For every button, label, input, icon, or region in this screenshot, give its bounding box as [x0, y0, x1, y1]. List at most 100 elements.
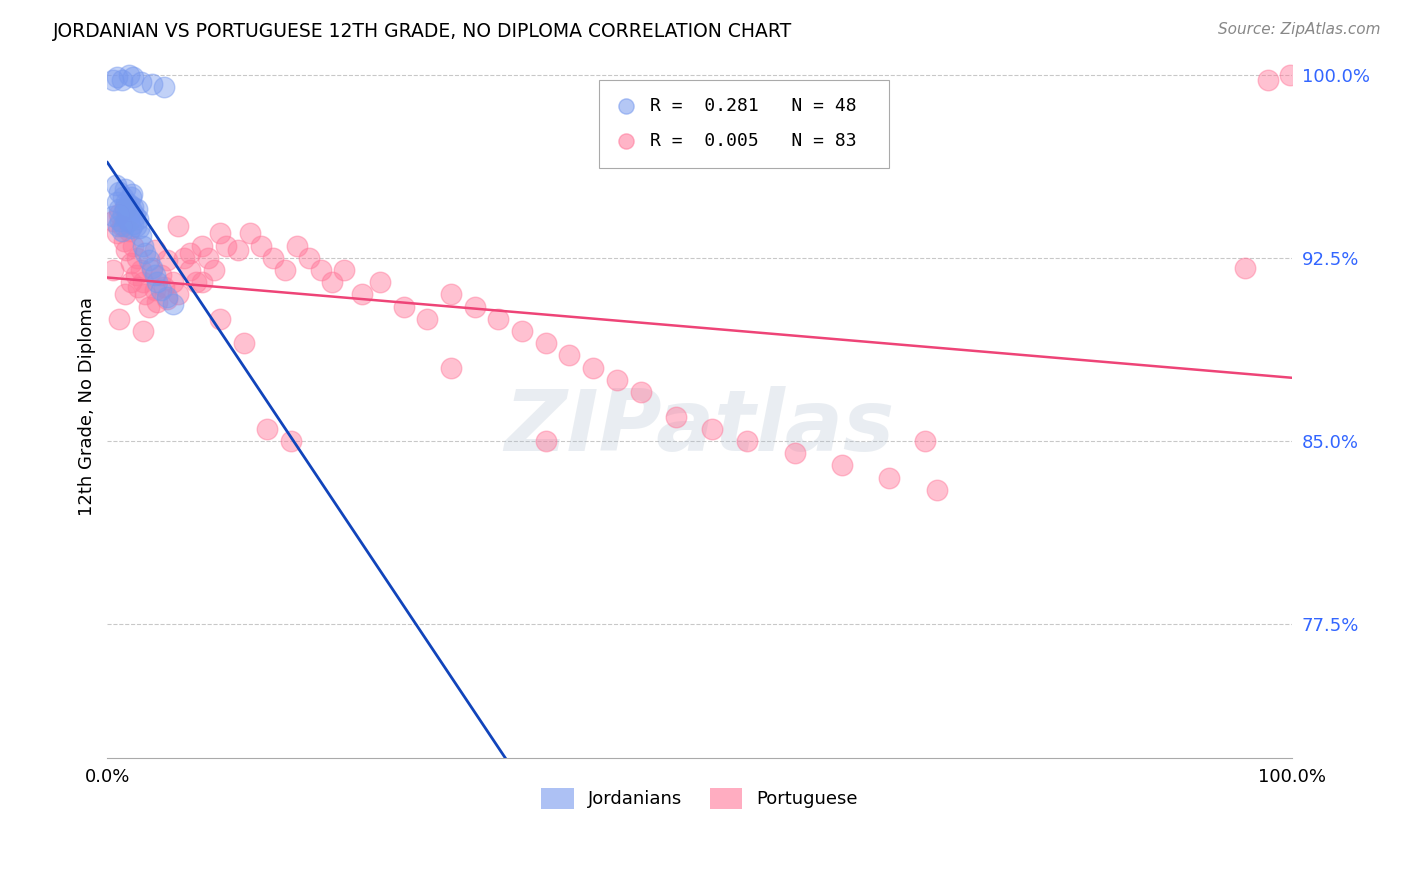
Point — [125, 251, 148, 265]
Point — [606, 373, 628, 387]
Point — [1233, 260, 1256, 275]
Point — [134, 287, 156, 301]
Point — [167, 219, 190, 233]
Point — [534, 336, 557, 351]
Point — [118, 214, 141, 228]
Point — [124, 209, 146, 223]
Point — [440, 287, 463, 301]
Point — [162, 297, 184, 311]
Point — [558, 349, 581, 363]
Point — [118, 197, 141, 211]
Point — [191, 238, 214, 252]
Point — [103, 72, 125, 87]
Point — [238, 227, 260, 241]
Point — [143, 268, 166, 282]
Point — [534, 434, 557, 448]
Point — [127, 280, 149, 294]
Point — [118, 68, 141, 82]
Point — [122, 217, 145, 231]
Point — [114, 182, 136, 196]
Point — [115, 211, 138, 226]
Point — [156, 253, 179, 268]
Point — [118, 224, 141, 238]
Point — [162, 275, 184, 289]
Point — [167, 287, 190, 301]
Point — [298, 251, 321, 265]
Point — [103, 209, 125, 223]
Point — [132, 275, 155, 289]
Point — [104, 178, 127, 192]
Point — [179, 246, 201, 260]
Point — [114, 200, 136, 214]
Point — [112, 219, 135, 233]
Point — [111, 207, 134, 221]
Point — [368, 275, 391, 289]
Point — [146, 294, 169, 309]
Legend: Jordanians, Portuguese: Jordanians, Portuguese — [534, 780, 865, 816]
Point — [416, 311, 439, 326]
Point — [925, 483, 948, 497]
Point — [138, 300, 160, 314]
Point — [115, 194, 138, 209]
Point — [143, 283, 166, 297]
Point — [114, 202, 136, 216]
Point — [156, 293, 179, 307]
Point — [141, 78, 163, 92]
Point — [118, 207, 141, 221]
Text: R =  0.005   N = 83: R = 0.005 N = 83 — [650, 132, 856, 150]
Point — [129, 263, 152, 277]
Point — [352, 287, 374, 301]
Point — [582, 360, 605, 375]
Point — [333, 263, 356, 277]
Point — [208, 227, 231, 241]
Point — [665, 409, 688, 424]
Point — [108, 185, 131, 199]
Point — [112, 234, 135, 248]
Point — [914, 434, 936, 448]
Text: ZIPatlas: ZIPatlas — [505, 386, 894, 469]
Point — [197, 251, 219, 265]
Point — [141, 260, 163, 275]
Point — [129, 75, 152, 89]
Point — [110, 72, 132, 87]
Point — [105, 227, 128, 241]
Point — [108, 311, 131, 326]
Point — [232, 336, 254, 351]
Point — [831, 458, 853, 473]
Point — [138, 253, 160, 268]
Point — [143, 244, 166, 258]
Point — [226, 244, 249, 258]
Point — [132, 238, 155, 252]
Point — [105, 194, 128, 209]
Point — [149, 268, 172, 282]
FancyBboxPatch shape — [599, 79, 890, 168]
Point — [614, 244, 637, 258]
Point — [117, 204, 139, 219]
Y-axis label: 12th Grade, No Diploma: 12th Grade, No Diploma — [79, 297, 96, 516]
Point — [1257, 72, 1279, 87]
Point — [125, 219, 148, 233]
Point — [614, 366, 637, 380]
Point — [121, 187, 143, 202]
Point — [250, 238, 273, 252]
Text: JORDANIAN VS PORTUGUESE 12TH GRADE, NO DIPLOMA CORRELATION CHART: JORDANIAN VS PORTUGUESE 12TH GRADE, NO D… — [53, 22, 793, 41]
Point — [1278, 68, 1301, 82]
Point — [128, 221, 150, 235]
Point — [510, 324, 533, 338]
Point — [321, 275, 343, 289]
Text: R =  0.281   N = 48: R = 0.281 N = 48 — [650, 96, 856, 115]
Point — [122, 200, 145, 214]
Point — [153, 79, 176, 94]
Point — [120, 221, 142, 235]
Point — [156, 290, 179, 304]
Point — [700, 422, 723, 436]
Point — [120, 190, 142, 204]
Point — [392, 300, 415, 314]
Point — [464, 300, 486, 314]
Point — [122, 238, 145, 252]
Point — [120, 255, 142, 269]
Point — [208, 311, 231, 326]
Point — [191, 275, 214, 289]
Point — [440, 360, 463, 375]
Point — [108, 207, 131, 221]
